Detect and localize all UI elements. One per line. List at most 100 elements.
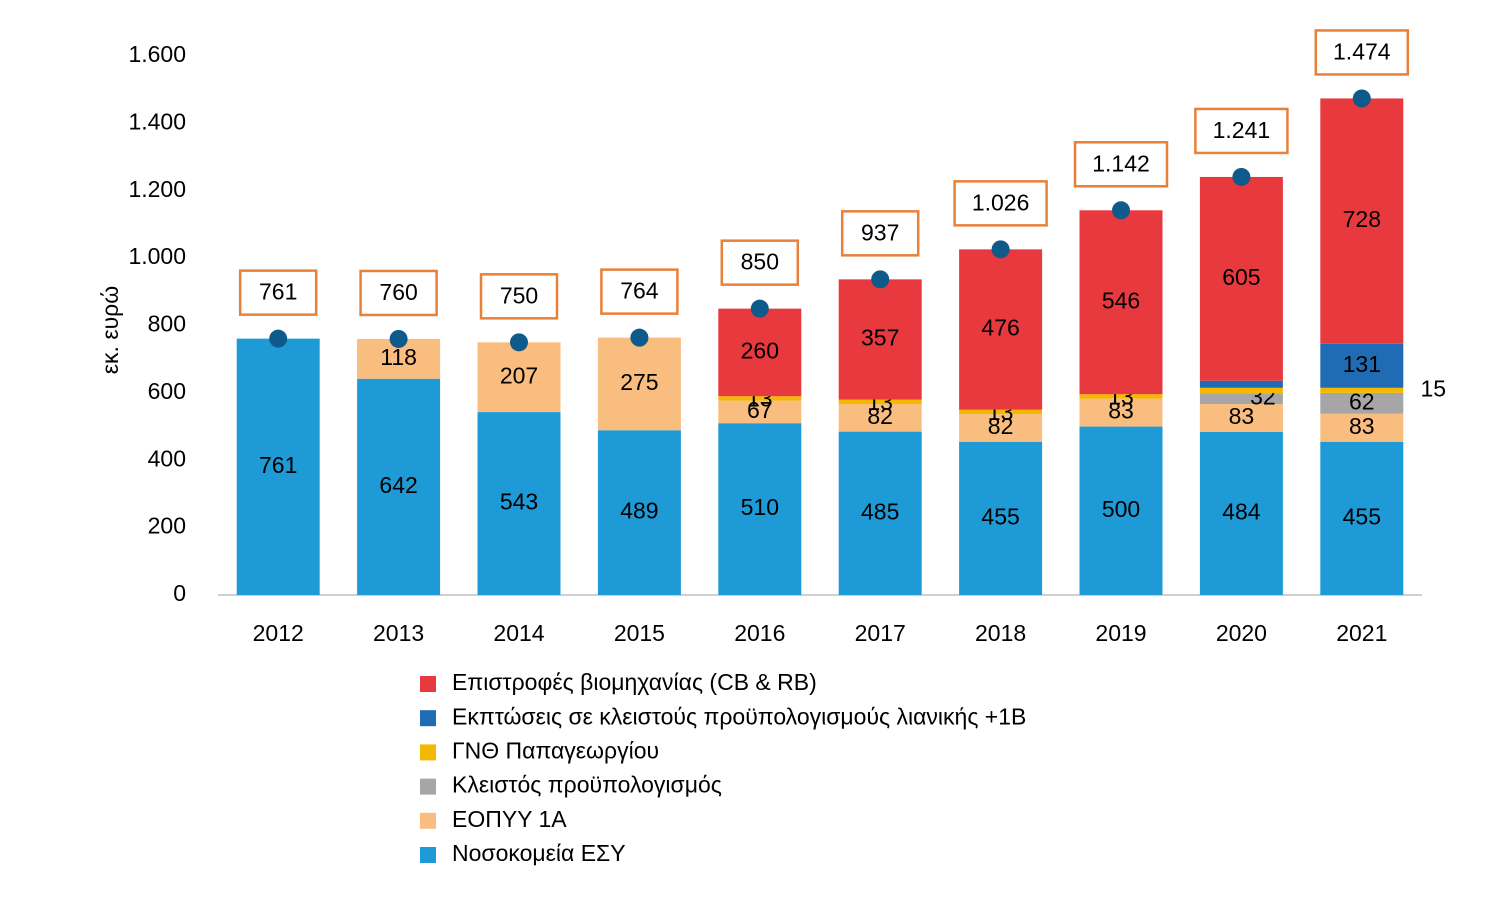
total-box — [1314, 29, 1410, 76]
bar-segment — [959, 441, 1043, 595]
total-label: 1.026 — [972, 189, 1030, 215]
total-marker — [269, 329, 288, 348]
total-label: 937 — [861, 219, 899, 245]
total-marker — [871, 270, 890, 289]
data-label: 357 — [861, 325, 899, 351]
y-tick-label: 800 — [148, 311, 186, 337]
legend-label: Επιστροφές βιομηχανίας (CB & RB) — [452, 669, 817, 695]
total-box — [479, 273, 559, 320]
bar-segment — [718, 423, 802, 595]
data-label: 83 — [1108, 398, 1134, 424]
bar-segment — [1320, 413, 1404, 442]
legend-label: Κλειστός προϋπολογισμός — [452, 772, 722, 798]
total-label: 1.474 — [1333, 39, 1391, 65]
data-label: 15 — [1421, 375, 1447, 401]
bar-segment — [1320, 392, 1404, 414]
x-tick-label: 2018 — [975, 620, 1026, 646]
total-label: 750 — [500, 282, 538, 308]
legend-label: Εκπτώσεις σε κλειστούς προϋπολογισμούς λ… — [452, 703, 1026, 729]
bar-segment — [1199, 393, 1283, 404]
total-label: 1.241 — [1213, 117, 1271, 143]
x-tick-label: 2021 — [1336, 620, 1387, 646]
data-label: 83 — [1229, 403, 1255, 429]
bar-segment — [1199, 380, 1283, 388]
total-marker — [991, 240, 1010, 259]
data-label: 455 — [981, 503, 1019, 529]
data-label: 510 — [741, 494, 779, 520]
total-marker — [1232, 167, 1251, 186]
y-tick-label: 400 — [148, 445, 186, 471]
total-box — [359, 269, 438, 317]
x-tick-label: 2013 — [373, 620, 424, 646]
x-tick-label: 2012 — [253, 620, 304, 646]
y-axis-label: εκ. ευρώ — [97, 286, 123, 374]
total-label: 850 — [741, 249, 779, 275]
x-tick-label: 2015 — [614, 620, 665, 646]
data-label: 642 — [379, 472, 417, 498]
bar-segment — [959, 414, 1043, 442]
bar-segment — [1199, 403, 1283, 432]
data-label: 207 — [500, 362, 538, 388]
bar-segment — [1199, 431, 1283, 595]
legend-swatch — [420, 778, 436, 795]
bar-segment — [838, 279, 922, 400]
data-label: 83 — [1349, 413, 1375, 439]
total-marker — [1352, 89, 1371, 108]
bar-segment — [1320, 441, 1404, 595]
data-label: 485 — [861, 498, 899, 524]
data-label: 82 — [988, 413, 1014, 439]
bar-segment — [236, 338, 320, 595]
y-tick-label: 1.400 — [128, 108, 186, 134]
data-label: 484 — [1222, 499, 1261, 525]
bar-segment — [357, 378, 441, 595]
bar-segment — [597, 430, 681, 595]
bar-segment — [959, 249, 1043, 410]
total-box — [1194, 107, 1289, 155]
y-tick-label: 1.000 — [128, 243, 186, 269]
data-label: 82 — [867, 403, 893, 429]
bar-segment — [1320, 343, 1404, 388]
bar-segment — [1079, 394, 1163, 399]
bar-segment — [1320, 98, 1404, 344]
total-box — [600, 268, 679, 315]
bar-segment — [838, 403, 922, 432]
y-tick-label: 200 — [148, 513, 186, 539]
y-tick-label: 0 — [173, 580, 186, 606]
x-tick-label: 2017 — [855, 620, 906, 646]
bar-segment — [718, 308, 802, 397]
total-marker — [1112, 201, 1130, 220]
bar-segment — [838, 431, 922, 595]
total-box — [840, 210, 920, 257]
data-label: 67 — [747, 397, 773, 423]
data-label: 543 — [500, 489, 538, 515]
legend-swatch — [420, 812, 436, 829]
y-tick-label: 1.600 — [128, 41, 186, 67]
bar-segment — [718, 400, 802, 424]
legend-label: ΕΟΠΥΥ 1Α — [452, 806, 567, 832]
total-marker — [389, 329, 408, 348]
total-box — [238, 269, 318, 316]
data-label: 118 — [380, 344, 417, 370]
data-label: 546 — [1102, 287, 1140, 313]
bar-segment — [718, 396, 802, 401]
data-label: 728 — [1343, 206, 1381, 232]
total-marker — [630, 328, 649, 347]
total-box — [953, 180, 1048, 227]
bar-segment — [597, 337, 681, 431]
bar-segment — [477, 412, 561, 595]
x-tick-label: 2016 — [734, 620, 785, 646]
total-box — [1073, 141, 1169, 188]
bar-segment — [477, 342, 561, 413]
bar-segment — [1199, 387, 1283, 394]
bar-segment — [1079, 398, 1163, 427]
bar-segment — [1199, 176, 1283, 381]
data-label: 500 — [1102, 496, 1140, 522]
y-tick-label: 1.200 — [128, 176, 186, 202]
x-tick-label: 2014 — [493, 620, 544, 646]
legend-swatch — [420, 847, 436, 863]
total-label: 760 — [379, 279, 417, 305]
x-tick-label: 2020 — [1216, 620, 1267, 646]
bar-segment — [1079, 426, 1163, 595]
bar-segment — [959, 409, 1043, 415]
